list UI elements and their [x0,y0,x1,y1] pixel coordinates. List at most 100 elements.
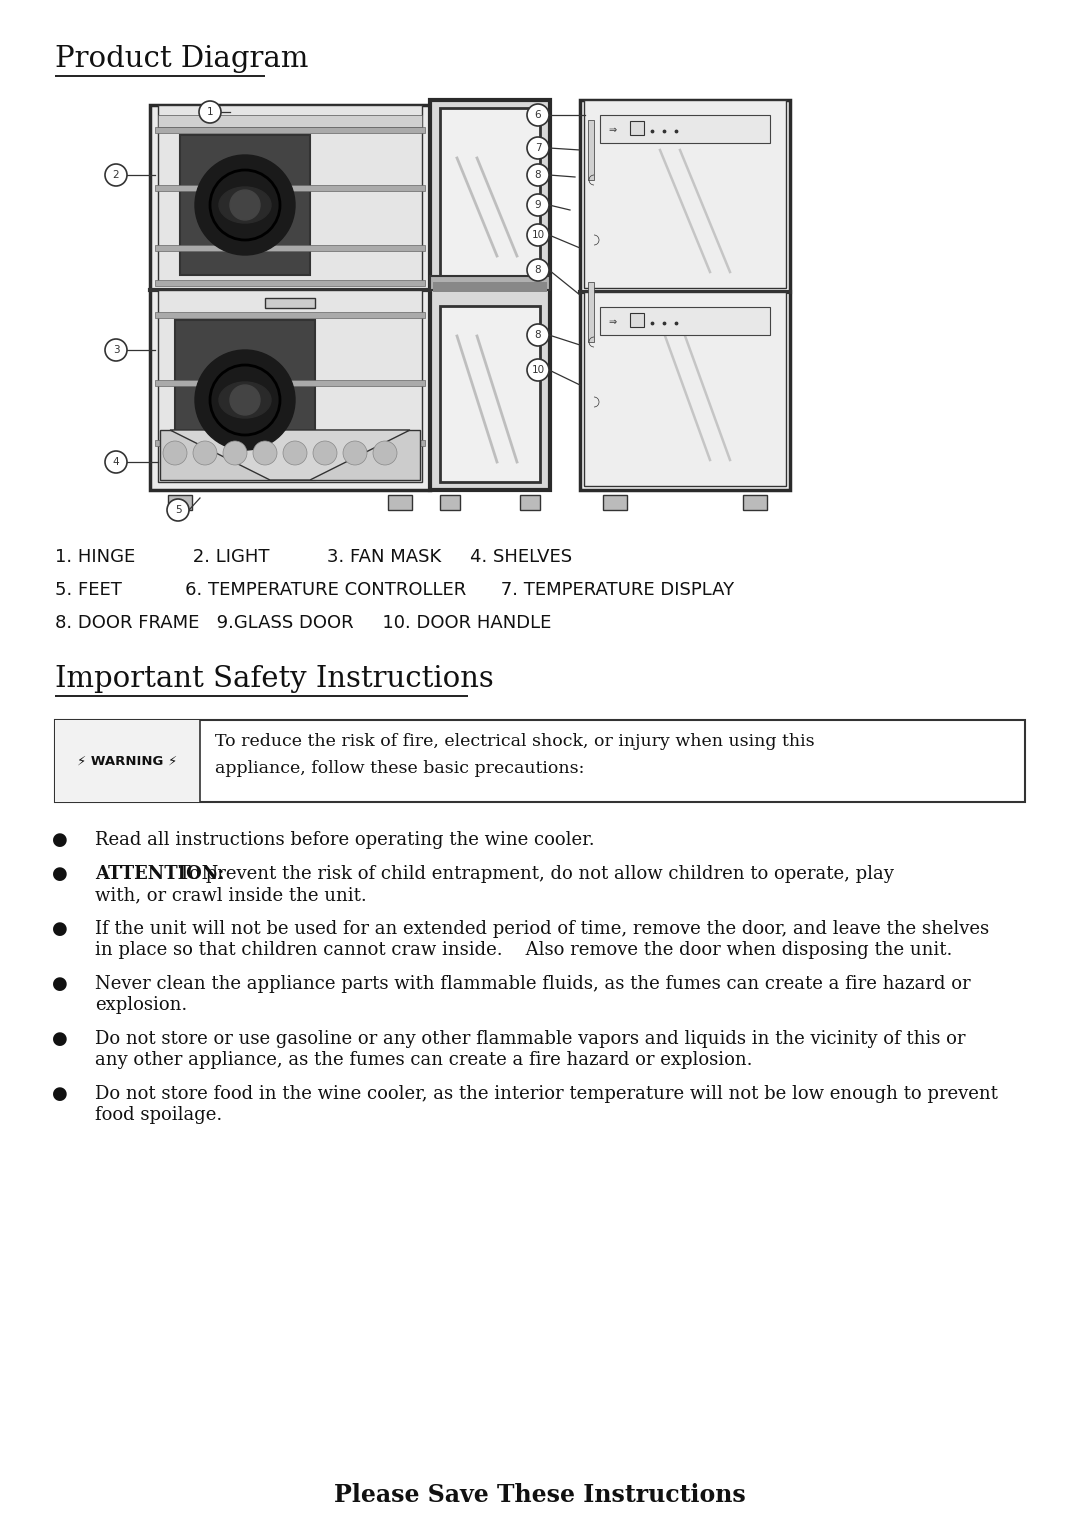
Bar [265,298,315,308]
Circle shape [527,164,549,186]
Bar [433,282,546,291]
Bar [600,307,770,334]
Bar [630,313,644,327]
Circle shape [195,350,295,449]
Text: appliance, follow these basic precautions:: appliance, follow these basic precaution… [215,759,584,778]
Bar [168,495,192,509]
Circle shape [195,155,295,255]
Bar [156,186,426,192]
Circle shape [313,440,337,465]
Bar [158,115,422,127]
Bar [156,440,426,446]
Text: 5: 5 [175,505,181,515]
Bar [584,291,786,486]
Ellipse shape [219,382,271,417]
Bar [158,104,422,282]
Text: ⇒: ⇒ [608,124,616,135]
Bar [588,282,594,342]
Bar [156,281,426,285]
Text: 10: 10 [531,230,544,239]
Text: 3: 3 [112,345,119,354]
Bar [158,290,422,482]
Text: ●: ● [52,1085,68,1103]
Circle shape [193,440,217,465]
Circle shape [527,224,549,245]
Text: ⚡ WARNING ⚡: ⚡ WARNING ⚡ [77,755,177,767]
Bar [180,135,310,275]
Text: any other appliance, as the fumes can create a fire hazard or explosion.: any other appliance, as the fumes can cr… [95,1051,753,1069]
Text: 8: 8 [535,170,541,179]
Circle shape [199,101,221,123]
Text: 8. DOOR FRAME   9.GLASS DOOR     10. DOOR HANDLE: 8. DOOR FRAME 9.GLASS DOOR 10. DOOR HAND… [55,614,552,632]
Text: with, or crawl inside the unit.: with, or crawl inside the unit. [95,887,367,904]
Text: 8: 8 [535,330,541,341]
Text: 9: 9 [535,199,541,210]
Bar [440,107,540,285]
Circle shape [283,440,307,465]
Text: Product Diagram: Product Diagram [55,44,309,74]
Text: ●: ● [52,865,68,884]
Bar [630,121,644,135]
Text: Never clean the appliance parts with flammable fluids, as the fumes can create a: Never clean the appliance parts with fla… [95,976,971,992]
Text: 7: 7 [535,143,541,153]
Circle shape [105,451,127,472]
Text: 10: 10 [531,365,544,374]
Bar [603,495,627,509]
Text: 4: 4 [112,457,119,466]
Text: ●: ● [52,1029,68,1048]
Bar [156,311,426,318]
Bar [150,104,430,489]
Polygon shape [170,430,410,480]
Bar [430,276,550,290]
Bar [175,321,315,480]
Text: 5. FEET           6. TEMPERATURE CONTROLLER      7. TEMPERATURE DISPLAY: 5. FEET 6. TEMPERATURE CONTROLLER 7. TEM… [55,581,734,598]
Bar [440,495,460,509]
Bar [55,719,1025,802]
Bar [55,719,200,802]
Circle shape [253,440,276,465]
Text: ●: ● [52,920,68,937]
Text: ●: ● [52,831,68,848]
Circle shape [527,359,549,380]
Circle shape [527,193,549,216]
Text: 2: 2 [112,170,119,179]
Circle shape [343,440,367,465]
Bar [584,100,786,288]
Circle shape [230,190,260,219]
Text: food spoilage.: food spoilage. [95,1106,222,1124]
Text: If the unit will not be used for an extended period of time, remove the door, an: If the unit will not be used for an exte… [95,920,989,937]
Circle shape [527,259,549,281]
Circle shape [167,499,189,522]
Circle shape [163,440,187,465]
Text: Important Safety Instructions: Important Safety Instructions [55,666,494,693]
Text: 1: 1 [206,107,214,117]
Bar [430,100,550,489]
Circle shape [527,137,549,160]
Bar [388,495,411,509]
Text: To reduce the risk of fire, electrical shock, or injury when using this: To reduce the risk of fire, electrical s… [215,733,814,750]
Bar [440,305,540,482]
Text: Do not store food in the wine cooler, as the interior temperature will not be lo: Do not store food in the wine cooler, as… [95,1085,998,1103]
Text: ●: ● [52,976,68,992]
Bar [160,430,420,480]
Text: explosion.: explosion. [95,996,187,1014]
Circle shape [527,104,549,126]
Bar [156,380,426,387]
Text: in place so that children cannot craw inside.    Also remove the door when dispo: in place so that children cannot craw in… [95,940,953,959]
Circle shape [105,164,127,186]
Bar [156,127,426,133]
Circle shape [105,339,127,360]
Bar [743,495,767,509]
Text: ATTENTION:: ATTENTION: [95,865,225,884]
Circle shape [373,440,397,465]
Text: Do not store or use gasoline or any other flammable vapors and liquids in the vi: Do not store or use gasoline or any othe… [95,1029,966,1048]
Text: Please Save These Instructions: Please Save These Instructions [334,1483,746,1506]
Circle shape [222,440,247,465]
Circle shape [527,324,549,347]
Text: 6: 6 [535,110,541,120]
Bar [600,115,770,143]
Text: To prevent the risk of child entrapment, do not allow children to operate, play: To prevent the risk of child entrapment,… [173,865,894,884]
Bar [588,120,594,179]
Ellipse shape [219,187,271,222]
Text: ⇒: ⇒ [608,318,616,327]
